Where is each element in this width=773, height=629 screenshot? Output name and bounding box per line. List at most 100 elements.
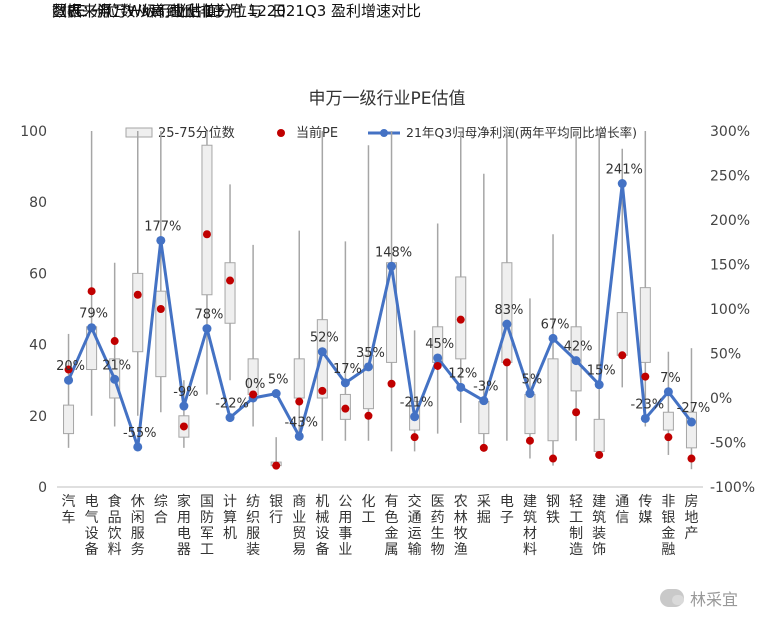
category-label-char: 非 bbox=[661, 494, 675, 510]
chart-legend: 25-75分位数 当前PE 21年Q3归母净利润(两年平均同比增长率) bbox=[125, 125, 637, 141]
category-label-char: 属 bbox=[385, 542, 399, 558]
growth-point bbox=[64, 375, 74, 385]
y-right-tick-label: 150% bbox=[710, 258, 750, 274]
category-label-char: 电 bbox=[500, 494, 514, 510]
growth-data-label: 35% bbox=[356, 346, 385, 361]
growth-data-label: 52% bbox=[310, 331, 339, 346]
category-label-char: 合 bbox=[154, 510, 168, 526]
growth-data-label: 42% bbox=[564, 340, 593, 355]
category-label-char: 交 bbox=[408, 493, 422, 510]
category-label-char: 商 bbox=[292, 494, 306, 510]
current-pe-point bbox=[687, 454, 696, 463]
growth-point bbox=[225, 413, 235, 423]
category-label-char: 设 bbox=[315, 526, 329, 542]
category-label-char: 用 bbox=[177, 510, 191, 526]
category-label-char: 气 bbox=[85, 510, 99, 526]
current-pe-point bbox=[641, 372, 650, 381]
category-label-char: 传 bbox=[638, 494, 652, 510]
category-label-char: 饮 bbox=[108, 526, 122, 542]
category-label-char: 算 bbox=[223, 510, 237, 526]
iqr-box bbox=[132, 272, 144, 353]
current-pe-point bbox=[318, 386, 327, 395]
category-label-char: 药 bbox=[431, 510, 445, 526]
category-label-char: 设 bbox=[85, 526, 99, 542]
current-pe-point bbox=[664, 433, 673, 442]
category-label-char: 机 bbox=[223, 526, 237, 542]
growth-point bbox=[571, 356, 581, 366]
category-label-char: 服 bbox=[246, 526, 260, 542]
category-label-char: 地 bbox=[684, 510, 698, 526]
current-pe-point bbox=[64, 365, 73, 374]
category-label-char: 铁 bbox=[546, 510, 560, 526]
category-label-char: 渔 bbox=[454, 542, 468, 558]
y-right-tick-label: -50% bbox=[710, 436, 746, 452]
current-pe-point bbox=[549, 454, 558, 463]
category-label-char: 料 bbox=[108, 542, 122, 558]
growth-point bbox=[317, 347, 327, 357]
category-label-char: 造 bbox=[569, 542, 583, 558]
y-right-tick-label: 100% bbox=[710, 302, 750, 318]
current-pe-point bbox=[133, 290, 142, 299]
growth-point bbox=[156, 235, 166, 245]
growth-data-label: -55% bbox=[123, 426, 157, 441]
category-label-char: 房 bbox=[684, 494, 698, 510]
growth-data-label: 20% bbox=[56, 359, 85, 374]
iqr-box bbox=[362, 354, 374, 410]
current-pe-point bbox=[156, 305, 165, 313]
category-label-char: 贸 bbox=[292, 526, 306, 542]
current-pe-point bbox=[456, 315, 465, 324]
category-label-char: 物 bbox=[431, 542, 445, 558]
current-pe-point bbox=[179, 422, 188, 431]
current-pe-point bbox=[410, 433, 419, 442]
growth-data-label: -9% bbox=[173, 385, 198, 400]
current-pe-point bbox=[572, 408, 581, 417]
growth-point bbox=[271, 389, 281, 399]
category-label-char: 计 bbox=[223, 494, 237, 510]
chart-title: 申万一级行业PE估值 bbox=[309, 89, 466, 109]
category-label-char: 筑 bbox=[592, 510, 606, 526]
iqr-box bbox=[224, 262, 236, 324]
growth-point bbox=[594, 380, 604, 390]
iqr-box bbox=[201, 144, 213, 296]
category-label-char: 用 bbox=[338, 510, 352, 526]
category-label-char: 业 bbox=[338, 542, 352, 558]
current-pe-point bbox=[272, 461, 281, 470]
category-label-char: 工 bbox=[200, 542, 214, 558]
growth-data-label: -27% bbox=[677, 401, 711, 416]
category-label-char: 服 bbox=[131, 526, 145, 542]
category-label-char: 车 bbox=[62, 509, 76, 526]
category-label-char: 医 bbox=[431, 494, 445, 510]
category-label-char: 备 bbox=[85, 541, 99, 558]
box-series bbox=[63, 131, 697, 470]
category-label-char: 装 bbox=[592, 526, 606, 542]
growth-point bbox=[548, 333, 558, 343]
iqr-box bbox=[593, 418, 605, 452]
watermark: 林采宜 bbox=[660, 586, 738, 610]
legend-line-marker bbox=[380, 129, 388, 137]
iqr-box bbox=[524, 393, 536, 435]
category-label-char: 工 bbox=[569, 510, 583, 526]
category-label-char: 化 bbox=[361, 494, 375, 510]
growth-line bbox=[67, 182, 693, 449]
growth-data-label: 17% bbox=[333, 362, 362, 377]
growth-data-label: 15% bbox=[587, 364, 616, 379]
iqr-box bbox=[616, 312, 628, 356]
category-label-char: 通 bbox=[408, 510, 422, 526]
category-axis-labels: 汽车电气设备食品饮料休闲服务综合家用电器国防军工计算机纺织服装银行商业贸易机械设… bbox=[62, 493, 699, 558]
y-right-tick-label: 200% bbox=[710, 213, 750, 229]
growth-data-label: 78% bbox=[195, 308, 224, 323]
iqr-box bbox=[662, 411, 674, 431]
category-label-char: 电 bbox=[177, 526, 191, 542]
category-label-char: 融 bbox=[661, 542, 675, 558]
y-right-tick-label: 250% bbox=[710, 169, 750, 185]
iqr-box bbox=[547, 358, 559, 442]
category-label-char: 生 bbox=[431, 526, 445, 542]
category-label-char: 食 bbox=[108, 493, 122, 510]
growth-data-label: -43% bbox=[284, 415, 318, 430]
growth-point bbox=[663, 387, 673, 397]
category-label-char: 闲 bbox=[131, 510, 145, 526]
category-label-char: 休 bbox=[131, 494, 145, 510]
category-label-char: 公 bbox=[338, 494, 352, 510]
category-label-char: 媒 bbox=[638, 510, 652, 526]
